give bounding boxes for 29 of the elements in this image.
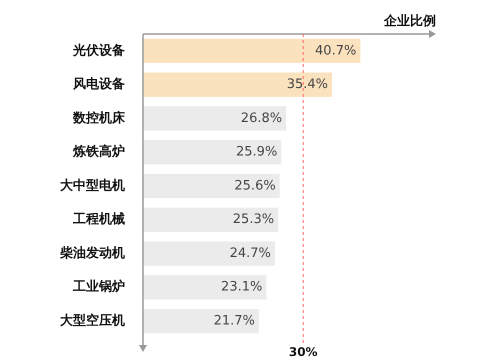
y-tick-label: 工业锅炉 xyxy=(72,278,125,295)
data-label: 26.8% xyxy=(240,110,282,126)
y-tick-label: 大型空压机 xyxy=(60,312,125,328)
data-label: 21.7% xyxy=(214,313,255,328)
bar xyxy=(143,38,360,64)
y-tick-label: 光伏设备 xyxy=(72,43,125,58)
bar xyxy=(143,241,275,266)
y-tick-label: 工程机械 xyxy=(72,212,125,228)
y-tick-label: 大中型电机 xyxy=(60,178,125,194)
bar xyxy=(143,72,332,97)
y-tick-label: 风电设备 xyxy=(72,77,125,92)
bar xyxy=(143,140,282,164)
data-label: 25.3% xyxy=(232,212,274,228)
data-label: 40.7% xyxy=(315,43,356,58)
bar xyxy=(143,106,286,131)
data-label: 25.6% xyxy=(234,178,276,194)
x-axis-title: 企业比例 xyxy=(383,14,436,29)
y-tick-label: 炼铁高炉 xyxy=(72,144,125,160)
y-tick-label: 数控机床 xyxy=(72,110,126,126)
bar xyxy=(143,275,266,300)
bar xyxy=(143,174,280,198)
data-label: 25.9% xyxy=(236,144,278,160)
data-label: 23.1% xyxy=(221,280,262,295)
ref-line-label: 30% xyxy=(288,345,318,360)
bar xyxy=(143,208,278,232)
y-tick-label: 柴油发动机 xyxy=(59,244,125,261)
data-label: 35.4% xyxy=(286,77,328,92)
data-label: 24.7% xyxy=(230,246,271,261)
bar xyxy=(143,308,259,334)
